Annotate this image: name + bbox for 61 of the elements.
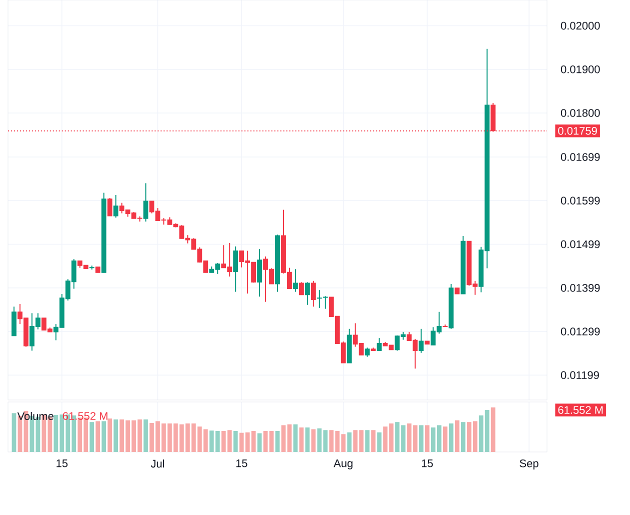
candlestick: [299, 282, 304, 296]
candlestick: [364, 347, 370, 358]
bar: [96, 421, 100, 452]
x-tick-label: 15: [56, 460, 68, 468]
x-tick-label: 15: [422, 460, 433, 468]
text: 61.552 M: [558, 406, 603, 414]
ref-line-label: 0.01759: [558, 126, 597, 135]
x-tick-label: Jul: [150, 460, 164, 468]
bar: [311, 429, 316, 452]
candlestick: [233, 246, 238, 292]
bar: [287, 424, 292, 452]
bar: [102, 421, 106, 452]
bar: [263, 431, 268, 452]
candlestick: [293, 268, 298, 292]
y-tick-label: 0.01399: [560, 284, 600, 292]
candlestick: [304, 282, 310, 306]
bar: [442, 426, 448, 452]
candlestick: [107, 198, 112, 216]
chart-title: Volume: [17, 412, 54, 420]
x-tick-label: 15: [236, 460, 248, 468]
y-tick-label: 0.01199: [560, 371, 599, 380]
y-tick-label: 0.01599: [560, 196, 600, 205]
bar: [269, 431, 274, 452]
bar: [293, 424, 298, 452]
bar: [377, 432, 382, 452]
bar: [365, 430, 370, 452]
bar: [490, 407, 496, 452]
bar: [281, 425, 286, 452]
bar: [108, 418, 112, 452]
annotation: 61.552 M: [62, 412, 108, 420]
y-tick-label: 0.01800: [560, 109, 600, 117]
candlestick: [310, 280, 316, 308]
bar: [12, 413, 16, 452]
bar: [275, 431, 280, 452]
bar: [460, 422, 466, 452]
bar: [305, 427, 310, 452]
bar: [425, 425, 430, 452]
candlestick: [418, 328, 424, 354]
bar: [114, 419, 118, 452]
x-tick-label: Sep: [520, 459, 538, 470]
candlestick: [376, 338, 382, 352]
y-tick-label: 0.01699: [560, 153, 600, 161]
bar: [257, 433, 262, 452]
bar: [448, 423, 454, 452]
y-tick-label: 0.01499: [560, 240, 600, 248]
y-tick-label: 0.01900: [560, 65, 600, 74]
bar: [90, 422, 94, 452]
candlestick: [12, 306, 16, 336]
bar: [144, 419, 148, 452]
bar: [419, 425, 424, 452]
candlestick: [113, 194, 118, 218]
candlestick: [143, 182, 148, 222]
bar: [454, 420, 460, 452]
x-tick-label: Aug: [334, 460, 352, 470]
y-tick-label: 0.01299: [560, 328, 600, 336]
y-tick-label: 0.02000: [560, 22, 600, 30]
bar: [233, 431, 238, 452]
candlestick: [257, 248, 262, 298]
bar: [371, 430, 376, 452]
bar: [299, 427, 304, 452]
bar: [347, 432, 352, 452]
